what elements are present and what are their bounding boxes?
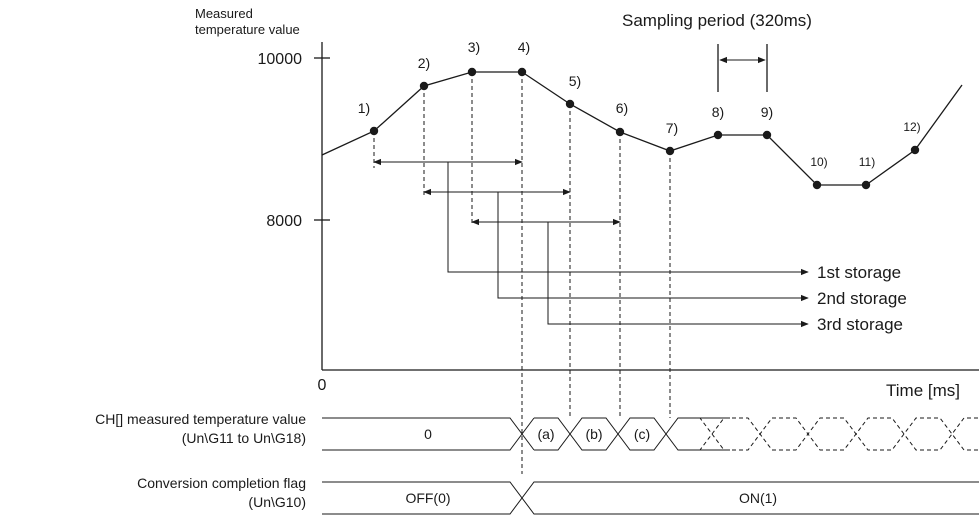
temperature-curve	[321, 71, 963, 186]
sample-point-12	[910, 145, 920, 155]
signal-flag-label-line2: (Un\G10)	[248, 494, 306, 510]
point-label-12: 12)	[903, 120, 920, 134]
signal-value-initial: 0	[424, 426, 432, 442]
storage-2-label: 2nd storage	[817, 289, 907, 308]
point-label-10: 10)	[810, 155, 827, 169]
storage-3-label: 3rd storage	[817, 315, 903, 334]
signal-value-b: (b)	[585, 426, 602, 442]
signal-flag-on: ON(1)	[739, 490, 777, 506]
signal-flag-waveform	[322, 481, 979, 515]
y-tick-label-8000: 8000	[266, 213, 302, 230]
storage-3-connector	[547, 222, 809, 328]
sample-point-6	[615, 127, 625, 137]
point-label-6: 6)	[616, 100, 628, 116]
signal-flag-label-line1: Conversion completion flag	[137, 475, 306, 491]
signal-flag-off: OFF(0)	[405, 490, 450, 506]
origin-label: 0	[318, 377, 327, 394]
point-label-1: 1)	[358, 100, 370, 116]
sample-point-3	[467, 67, 477, 77]
signal-value-c: (c)	[634, 426, 650, 442]
y-axis-title-line1: Measured	[195, 6, 253, 21]
signal-value-waveform	[322, 417, 979, 451]
sample-point-11	[861, 180, 871, 190]
point-label-4: 4)	[518, 39, 530, 55]
sample-point-4	[517, 67, 527, 77]
point-label-7: 7)	[666, 120, 678, 136]
sample-point-2	[419, 81, 429, 91]
sample-point-7	[665, 146, 675, 156]
signal-value-a: (a)	[537, 426, 554, 442]
point-label-11: 11)	[859, 155, 875, 169]
y-axis-title-line2: temperature value	[195, 22, 300, 37]
sampling-period-label: Sampling period (320ms)	[622, 11, 812, 30]
sample-point-1	[369, 126, 379, 136]
storage-1-label: 1st storage	[817, 263, 901, 282]
point-label-3: 3)	[468, 39, 480, 55]
storage-1-connector	[447, 162, 809, 276]
point-label-9: 9)	[761, 104, 773, 120]
y-tick-label-10000: 10000	[258, 51, 303, 68]
sample-point-5	[565, 99, 575, 109]
point-label-8: 8)	[712, 104, 724, 120]
sample-point-9	[762, 130, 772, 140]
point-label-2: 2)	[418, 55, 430, 71]
point-label-5: 5)	[569, 73, 581, 89]
x-axis-title: Time [ms]	[886, 381, 960, 400]
storage-2-connector	[497, 192, 809, 302]
signal-value-label-line2: (Un\G11 to Un\G18)	[182, 430, 306, 446]
signal-value-label-line1: CH[] measured temperature value	[95, 411, 306, 427]
sample-point-10	[812, 180, 822, 190]
sample-point-8	[713, 130, 723, 140]
